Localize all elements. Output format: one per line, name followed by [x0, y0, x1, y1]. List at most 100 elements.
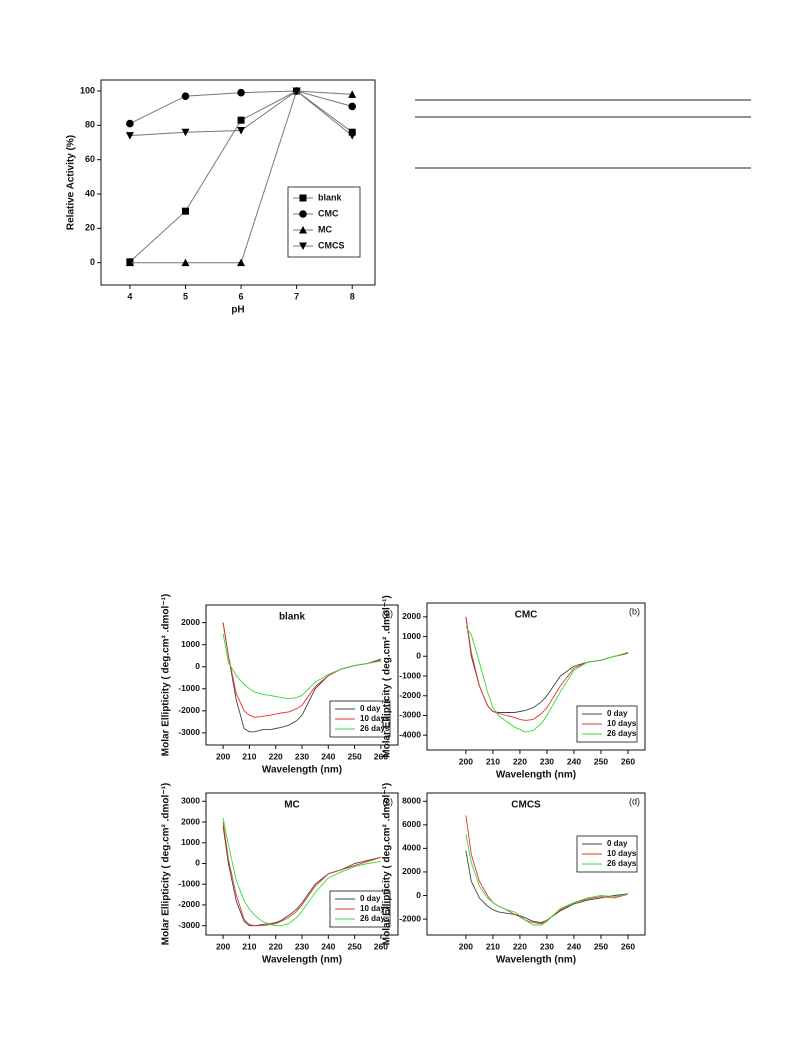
marker	[125, 132, 134, 140]
marker	[299, 194, 307, 202]
plot-frame	[426, 792, 646, 936]
y-tick-label: 2000	[181, 617, 200, 627]
y-axis-label: Relative Activity (%)	[66, 135, 77, 230]
x-tick-label: 250	[594, 941, 608, 951]
y-tick-label: 3000	[181, 796, 200, 806]
x-tick-label: 240	[321, 751, 335, 761]
y-tick-label: 2000	[181, 816, 200, 826]
y-tick-label: -4000	[399, 729, 421, 739]
panel-title: blank	[279, 612, 306, 623]
marker	[299, 210, 307, 218]
legend-label: 0 day	[607, 709, 628, 718]
table-rules	[415, 99, 751, 169]
y-tick-label: -2000	[399, 913, 421, 923]
marker	[237, 88, 245, 97]
y-tick-label: 4000	[402, 843, 421, 853]
y-tick-label: 1000	[181, 837, 200, 847]
legend-label: 26 days	[607, 859, 637, 868]
x-axis-label: Wavelength (nm)	[496, 770, 576, 781]
legend-label: 10 days	[607, 849, 637, 858]
legend-label: CMCS	[318, 240, 345, 250]
legend-label: blank	[318, 192, 343, 202]
legend-label: 0 day	[607, 839, 628, 848]
legend-label: 10 days	[360, 714, 390, 723]
marker	[237, 126, 246, 135]
x-tick-label: 230	[295, 751, 309, 761]
x-tick-label: 200	[216, 941, 230, 951]
x-tick-label: 4	[127, 291, 132, 301]
y-tick-label: 80	[85, 120, 95, 130]
x-tick-label: 6	[239, 291, 244, 301]
y-tick-label: 60	[85, 154, 95, 164]
x-axis-label: Wavelength (nm)	[496, 955, 576, 966]
x-tick-label: 8	[350, 291, 355, 301]
x-tick-label: 210	[486, 941, 500, 951]
y-tick-label: 6000	[402, 819, 421, 829]
legend-label: 26 days	[360, 724, 390, 733]
legend-label: 26 days	[360, 914, 390, 923]
data-line	[222, 633, 381, 700]
x-tick-label: 230	[540, 756, 554, 766]
y-tick-label: 20	[85, 223, 95, 233]
marker	[126, 119, 134, 128]
data-line	[222, 821, 382, 927]
y-tick-label: 40	[85, 188, 95, 198]
y-tick-label: -1000	[399, 670, 421, 680]
y-tick-label: -3000	[399, 710, 421, 720]
plot-frame	[100, 79, 376, 286]
x-tick-label: 260	[621, 756, 635, 766]
y-axis-label: Molar Ellipticity ( deg.cm² .dmol⁻¹)	[161, 594, 172, 757]
x-tick-label: 230	[540, 941, 554, 951]
legend-label: 10 days	[360, 904, 390, 913]
x-tick-label: 220	[513, 756, 527, 766]
marker	[348, 132, 357, 140]
marker	[292, 87, 301, 95]
x-tick-label: 240	[567, 941, 581, 951]
legend-label: 0 day	[360, 894, 381, 903]
x-tick-label: 5	[183, 291, 188, 301]
legend-label: 10 days	[607, 719, 637, 728]
data-line	[465, 616, 629, 713]
x-tick-label: 250	[348, 941, 362, 951]
y-tick-label: 0	[416, 651, 421, 661]
data-line	[465, 626, 629, 733]
y-tick-label: -3000	[178, 727, 200, 737]
y-tick-label: -2000	[399, 690, 421, 700]
panel-label: (b)	[629, 606, 640, 616]
y-tick-label: 2000	[402, 611, 421, 621]
panel-title: MC	[284, 800, 300, 811]
x-tick-label: 220	[513, 941, 527, 951]
y-tick-label: -1000	[178, 878, 200, 888]
y-tick-label: 1000	[181, 639, 200, 649]
y-tick-label: 0	[195, 858, 200, 868]
panel-label: (c)	[383, 796, 394, 806]
x-tick-label: 260	[621, 941, 635, 951]
marker	[299, 226, 307, 234]
x-tick-label: 230	[295, 941, 309, 951]
legend-label: MC	[318, 224, 332, 234]
data-line	[465, 834, 629, 926]
y-tick-label: 2000	[402, 866, 421, 876]
marker	[237, 258, 246, 267]
x-axis-label: Wavelength (nm)	[262, 955, 342, 966]
x-tick-label: 210	[486, 756, 500, 766]
marker	[181, 207, 189, 215]
x-axis-label: pH	[231, 305, 244, 316]
panel-title: CMC	[515, 610, 538, 621]
panel-label: (d)	[629, 796, 640, 806]
x-tick-label: 7	[294, 291, 299, 301]
y-tick-label: 0	[416, 890, 421, 900]
marker	[125, 258, 134, 267]
x-tick-label: 240	[567, 756, 581, 766]
y-tick-label: -3000	[178, 920, 200, 930]
x-tick-label: 240	[321, 941, 335, 951]
x-tick-label: 250	[594, 756, 608, 766]
data-line	[465, 616, 629, 721]
legend-label: CMC	[318, 208, 339, 218]
marker	[181, 92, 190, 100]
marker	[348, 102, 357, 111]
y-tick-label: 0	[195, 661, 200, 671]
legend-label: 0 day	[360, 704, 381, 713]
y-tick-label: 100	[80, 85, 95, 95]
